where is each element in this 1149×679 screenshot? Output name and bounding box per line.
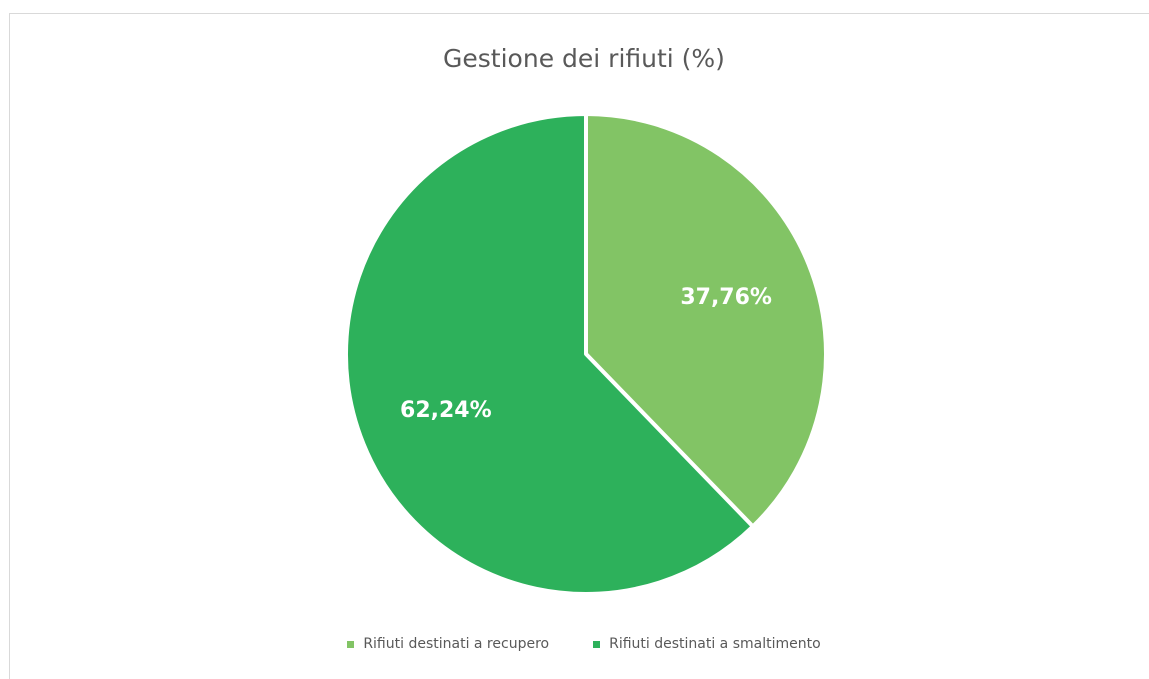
data-label-recupero: 37,76% (680, 285, 772, 310)
legend-swatch-recupero (347, 640, 355, 648)
legend-item-smaltimento: Rifiuti destinati a smaltimento (593, 636, 821, 652)
legend-label-smaltimento: Rifiuti destinati a smaltimento (609, 636, 821, 652)
legend-swatch-smaltimento (593, 640, 601, 648)
legend-label-recupero: Rifiuti destinati a recupero (363, 636, 550, 652)
pie-slice-smaltimento (344, 112, 755, 596)
legend: Rifiuti destinati a recupero Rifiuti des… (0, 636, 1149, 652)
chart-title: Gestione dei rifiuti (%) (443, 44, 725, 73)
pie-slice-recupero (584, 112, 828, 529)
legend-item-recupero: Rifiuti destinati a recupero (347, 636, 549, 652)
data-label-smaltimento: 62,24% (400, 398, 492, 423)
